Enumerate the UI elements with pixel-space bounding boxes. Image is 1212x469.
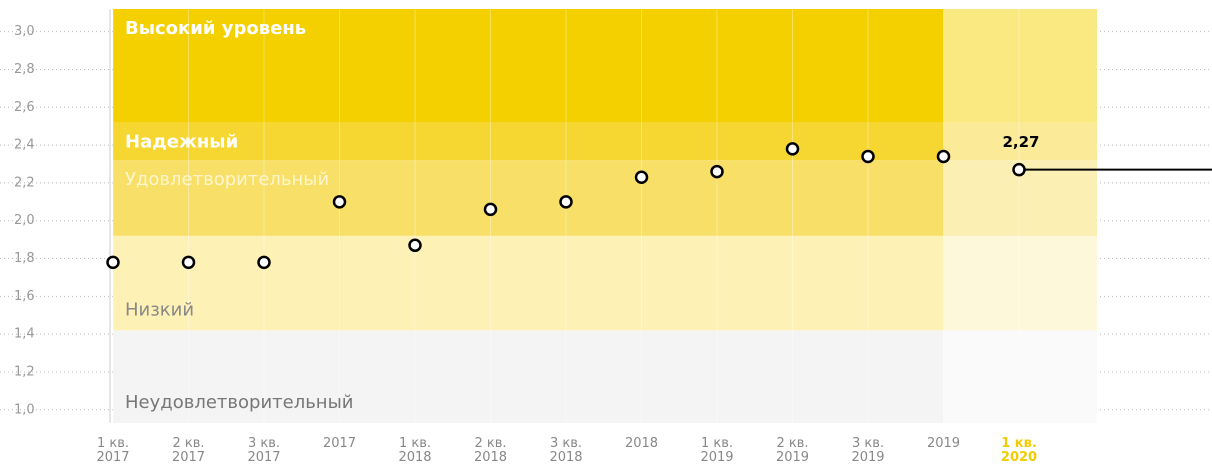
point (408, 238, 422, 253)
y-tick-label: 2,4 (14, 138, 35, 153)
point (710, 164, 724, 179)
band-label: Надежный (125, 131, 238, 152)
band (113, 9, 1097, 123)
point (1012, 162, 1026, 177)
value-label: 2,27 (1002, 133, 1039, 151)
x-tick-label: 3 кв. 2019 (851, 436, 884, 465)
band (113, 160, 1097, 236)
x-tick-label: 1 кв. 2020 (1001, 436, 1037, 465)
x-tick-line: 1 кв. (701, 436, 733, 451)
x-tick-line: 2018 (474, 450, 507, 465)
y-tick-label: 1,4 (14, 327, 35, 342)
band (113, 235, 1097, 331)
x-tick-line: 2017 (172, 450, 205, 465)
x-tick-line: 2017 (247, 450, 280, 465)
point (634, 170, 649, 184)
x-tick-line: 1 кв. (1001, 436, 1037, 451)
x-tick-line: 2 кв. (172, 436, 204, 451)
x-tick-line: 2 кв. (474, 436, 506, 451)
x-tick-line: 2019 (851, 450, 884, 465)
point (181, 255, 196, 270)
point (106, 255, 120, 270)
y-tick-label: 1,2 (14, 364, 35, 379)
x-tick-line: 2017 (96, 450, 129, 465)
x-tick-label: 1 кв. 2018 (398, 436, 431, 465)
point (332, 195, 347, 209)
x-tick-label: 2018 (625, 436, 658, 451)
y-tick-label: 2,6 (14, 100, 35, 115)
band-label: Неудовлетворительный (125, 392, 354, 413)
band-label: Удовлетворительный (125, 169, 329, 190)
y-tick-label: 1,0 (14, 402, 35, 417)
x-tick-line: 1 кв. (97, 436, 129, 451)
x-tick-line: 3 кв. (248, 436, 280, 451)
x-tick-label: 3 кв. 2018 (549, 436, 582, 465)
band-label: Высокий уровень (125, 18, 306, 39)
y-tick-label: 1,8 (14, 251, 35, 266)
x-tick-label: 2 кв. 2017 (172, 436, 205, 465)
x-tick-line: 3 кв. (550, 436, 582, 451)
x-tick-line: 2020 (1001, 450, 1037, 465)
band (113, 330, 1097, 423)
point (559, 195, 573, 209)
x-tick-label: 1 кв. 2017 (96, 436, 129, 465)
forecast-overlay (943, 9, 1097, 423)
y-tick-label: 2,2 (14, 175, 35, 190)
band-label: Низкий (125, 299, 194, 320)
x-tick-line: 2019 (776, 450, 809, 465)
x-tick-label: 2 кв. 2019 (776, 436, 809, 465)
x-tick-label: 1 кв. 2019 (700, 436, 733, 465)
x-tick-label: 2017 (323, 436, 356, 451)
x-tick-line: 2019 (927, 436, 960, 451)
point (861, 149, 875, 164)
x-tick-line: 2018 (549, 450, 582, 465)
y-tick-label: 1,6 (14, 289, 35, 304)
x-tick-line: 3 кв. (852, 436, 884, 451)
x-tick-line: 2018 (398, 450, 431, 465)
point (785, 142, 800, 156)
x-tick-line: 2019 (700, 450, 733, 465)
y-tick-label: 2,8 (14, 62, 35, 77)
point (257, 255, 271, 270)
x-tick-line: 2017 (323, 436, 356, 451)
point (483, 202, 498, 217)
point (936, 149, 951, 164)
band (113, 122, 1097, 161)
x-tick-label: 3 кв. 2017 (247, 436, 280, 465)
x-tick-line: 2 кв. (776, 436, 808, 451)
x-tick-line: 2018 (625, 436, 658, 451)
y-tick-label: 3,0 (14, 24, 35, 39)
x-tick-line: 1 кв. (399, 436, 431, 451)
y-tick-label: 2,0 (14, 213, 35, 228)
x-tick-label: 2019 (927, 436, 960, 451)
x-tick-label: 2 кв. 2018 (474, 436, 507, 465)
